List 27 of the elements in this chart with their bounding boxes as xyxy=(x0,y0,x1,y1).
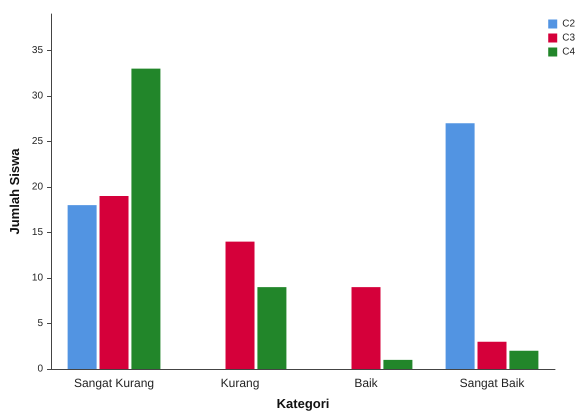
bar xyxy=(68,205,97,369)
bar xyxy=(383,360,412,369)
x-tick-label: Sangat Kurang xyxy=(74,376,154,390)
x-tick-label: Baik xyxy=(354,376,379,390)
y-tick-label: 0 xyxy=(37,364,44,374)
bar xyxy=(446,123,475,369)
y-tick-label: 25 xyxy=(32,136,44,147)
bar xyxy=(478,342,507,369)
y-tick-label: 15 xyxy=(32,226,44,238)
legend-label: C4 xyxy=(562,46,576,58)
bar xyxy=(226,242,255,369)
bar xyxy=(100,196,129,369)
bar xyxy=(131,68,160,369)
y-tick-label: 35 xyxy=(32,44,44,56)
x-axis-title: Kategori xyxy=(276,396,330,411)
bar xyxy=(509,350,538,369)
y-axis-title: Jumlah Siswa xyxy=(7,148,22,234)
bar xyxy=(352,287,381,369)
legend-label: C2 xyxy=(562,18,576,30)
y-tick-label: 10 xyxy=(32,272,44,284)
x-tick-label: Sangat Baik xyxy=(460,376,526,390)
x-tick-label: Kurang xyxy=(220,376,260,390)
y-tick-label: 30 xyxy=(32,90,44,102)
y-tick-label: 5 xyxy=(37,318,44,329)
legend-label: C3 xyxy=(562,32,576,44)
bar xyxy=(257,287,286,369)
y-tick-label: 20 xyxy=(32,181,44,192)
